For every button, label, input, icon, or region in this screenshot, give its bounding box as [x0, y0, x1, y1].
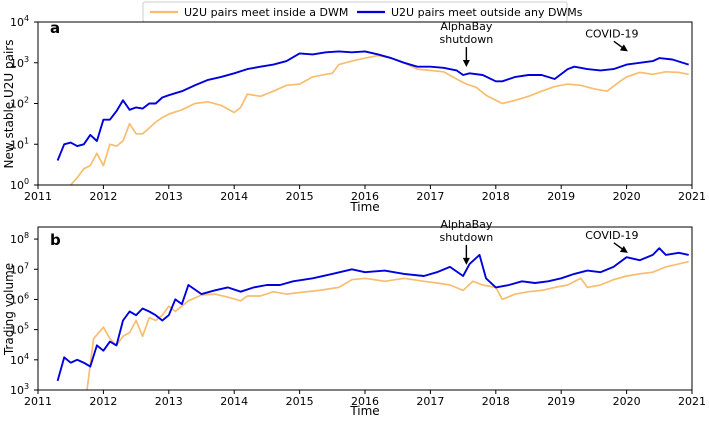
panel-b-ytick-exponent: 7 [24, 261, 29, 270]
panel-b-ytick-exponent: 8 [24, 231, 29, 240]
panel-a-annotation-covid-arrowhead [619, 44, 628, 52]
panel-b-annotation-covid-text: COVID-19 [585, 229, 638, 242]
panel-a-ylabel: New stable U2U pairs [2, 40, 16, 169]
panel-a-xtick-label: 2018 [482, 190, 510, 203]
panel-b-annotation-covid-arrowhead [619, 245, 628, 253]
panel-a-ytick-label: 10 [10, 16, 24, 29]
panel-a-annotation-alphabay-arrowhead [462, 60, 470, 68]
panel-b-ytick-exponent: 3 [24, 382, 29, 391]
panel-b-annotation-alphabay-text: AlphaBay [440, 218, 493, 231]
panel-b-xtick-label: 2015 [286, 395, 314, 408]
panel-a-ytick-exponent: 1 [24, 136, 29, 145]
panel-b-ytick-exponent: 6 [24, 291, 29, 300]
panel-a-xtick-label: 2020 [613, 190, 641, 203]
panel-b-ytick-label: 10 [10, 354, 24, 367]
panel-b-xtick-label: 2013 [155, 395, 183, 408]
panel-b-ytick-label: 10 [10, 233, 24, 246]
panel-a-letter: a [50, 19, 60, 37]
panel-a-xtick-label: 2013 [155, 190, 183, 203]
legend-label-inside: U2U pairs meet inside a DWM [184, 6, 348, 19]
legend-label-outside: U2U pairs meet outside any DWMs [391, 6, 583, 19]
panel-b-xtick-label: 2020 [613, 395, 641, 408]
panel-a-xtick-label: 2017 [416, 190, 444, 203]
panel-a-ytick-label: 10 [10, 138, 24, 151]
panel-a-ytick-exponent: 4 [24, 14, 29, 23]
panel-b-ytick-label: 10 [10, 293, 24, 306]
panel-b-series-inside-line [86, 260, 689, 390]
panel-a-ytick-label: 10 [10, 98, 24, 111]
panel-a-annotation-covid-text: COVID-19 [585, 27, 638, 40]
panel-b-annotation-alphabay-arrowhead [462, 257, 470, 265]
panel-a-xtick-label: 2011 [24, 190, 52, 203]
panel-a-ytick-exponent: 2 [24, 96, 29, 105]
panel-b-xlabel: Time [349, 404, 379, 418]
panel-b-ytick-label: 10 [10, 263, 24, 276]
panel-b-xtick-label: 2011 [24, 395, 52, 408]
panel-b-letter: b [50, 231, 61, 249]
panel-b-xtick-label: 2014 [220, 395, 248, 408]
panel-a-axes-frame [37, 21, 693, 186]
panel-b-ytick-label: 10 [10, 384, 24, 397]
panel-b-xtick-label: 2012 [89, 395, 117, 408]
panel-b-series-outside-line [56, 247, 689, 382]
panel-b-ytick-exponent: 5 [24, 322, 29, 331]
panel-a-xtick-label: 2015 [286, 190, 314, 203]
panel-a-ytick-exponent: 0 [24, 177, 29, 186]
panel-b-xtick-label: 2019 [547, 395, 575, 408]
panel-b-xtick-label: 2016 [351, 395, 379, 408]
panel-a-series-inside-line [70, 54, 689, 185]
panel-b-xtick-label: 2021 [678, 395, 706, 408]
panel-b-ytick-label: 10 [10, 324, 24, 337]
panel-b-xtick-label: 2018 [482, 395, 510, 408]
panel-b-xtick-label: 2017 [416, 395, 444, 408]
panel-a-series-outside-line [56, 50, 689, 161]
panel-a-annotation-alphabay-text: AlphaBay [440, 20, 493, 33]
legend: U2U pairs meet inside a DWM U2U pairs me… [142, 1, 583, 23]
panel-a-xtick-label: 2014 [220, 190, 248, 203]
panel-a-xtick-label: 2021 [678, 190, 706, 203]
panel-a-ytick-label: 10 [10, 179, 24, 192]
panel-a-xtick-label: 2019 [547, 190, 575, 203]
panel-a-ytick-label: 10 [10, 57, 24, 70]
panel-a-ytick-exponent: 3 [24, 55, 29, 64]
panel-a-xlabel: Time [349, 200, 379, 214]
panel-b-ytick-exponent: 4 [24, 352, 29, 361]
panel-a-annotation-alphabay-text: shutdown [440, 33, 494, 46]
panel-b-axes-frame [37, 226, 693, 391]
panel-b-ylabel: Trading volume [2, 263, 16, 356]
panel-a-xtick-label: 2012 [89, 190, 117, 203]
panel-b-annotation-alphabay-text: shutdown [440, 231, 494, 244]
panel-a-xtick-label: 2016 [351, 190, 379, 203]
